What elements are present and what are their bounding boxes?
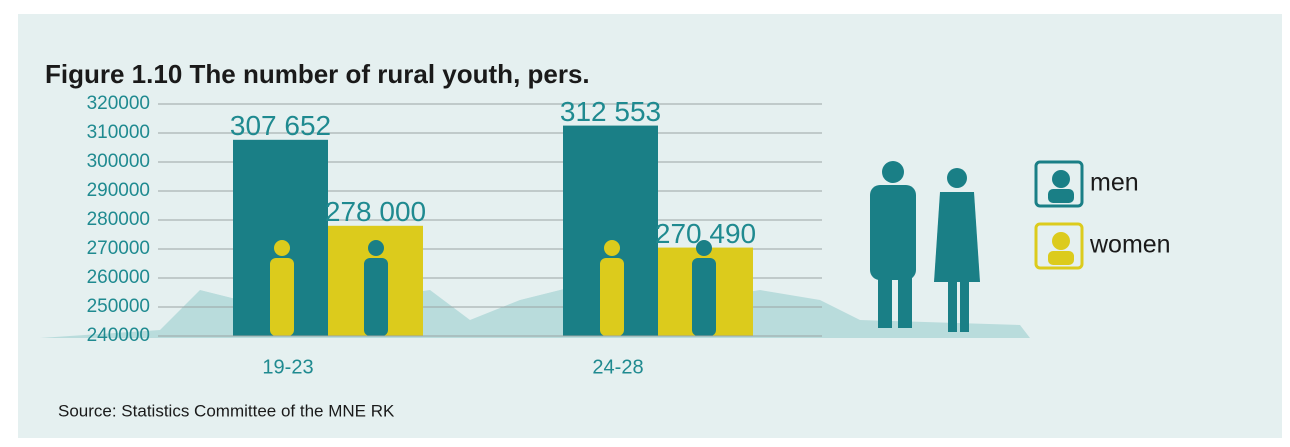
y-tick-label: 260000 (87, 267, 150, 288)
person-icon (364, 258, 388, 336)
person-icon (604, 240, 620, 256)
legend: men women (1034, 160, 1171, 270)
legend-icon (1048, 251, 1074, 265)
chart-title: Figure 1.10 The number of rural youth, p… (45, 59, 590, 89)
person-icon (696, 240, 712, 256)
person-icon (368, 240, 384, 256)
value-label: 278 000 (325, 196, 426, 227)
y-tick-label: 310000 (87, 122, 150, 143)
y-tick-label: 270000 (87, 238, 150, 259)
y-tick-label: 290000 (87, 180, 150, 201)
source-note: Source: Statistics Committee of the MNE … (58, 401, 395, 420)
person-icon (692, 258, 716, 336)
value-label: 307 652 (230, 110, 331, 141)
legend-label: women (1089, 231, 1171, 259)
y-tick-label: 280000 (87, 209, 150, 230)
person-icon (270, 258, 294, 336)
person-icon (274, 240, 290, 256)
legend-label: men (1090, 169, 1139, 197)
value-label: 312 553 (560, 96, 661, 127)
legend-icon (1052, 170, 1070, 188)
x-tick-label: 24-28 (592, 356, 643, 378)
legend-icon (1052, 232, 1070, 250)
person-icon (600, 258, 624, 336)
legend-icon (1048, 189, 1074, 203)
y-tick-label: 300000 (87, 151, 150, 172)
y-tick-label: 240000 (87, 325, 150, 346)
x-tick-label: 19-23 (262, 356, 313, 378)
y-tick-label: 250000 (87, 296, 150, 317)
y-tick-label: 320000 (87, 93, 150, 114)
